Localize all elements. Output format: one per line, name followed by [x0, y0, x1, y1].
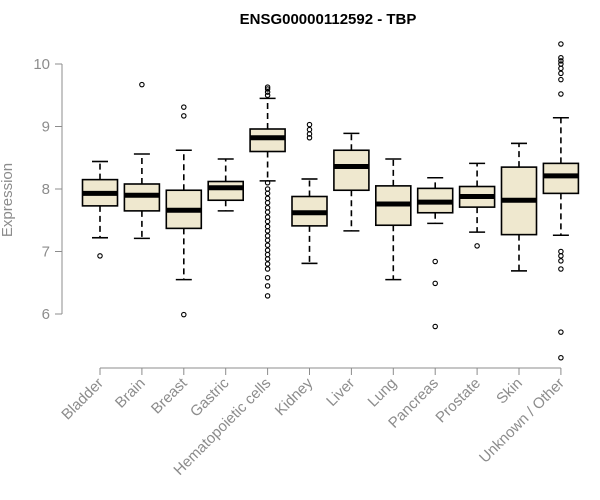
outlier-point: [97, 253, 103, 259]
x-tick-label: Liver: [323, 375, 358, 410]
box-group: [542, 41, 580, 361]
outlier-point: [264, 84, 271, 90]
outlier-point: [264, 293, 271, 299]
outlier-point: [558, 41, 564, 47]
plot-area: [81, 41, 580, 361]
box-group: [291, 121, 328, 265]
outlier-point: [264, 261, 271, 267]
outlier-point: [264, 256, 271, 262]
outlier-point: [181, 104, 187, 110]
outlier-point: [264, 180, 271, 186]
outlier-point: [264, 218, 271, 225]
y-axis-label: Expression: [0, 163, 16, 237]
outlier-point: [432, 323, 438, 330]
box-group: [416, 176, 454, 330]
box-group: [500, 142, 538, 272]
x-tick-label: Lung: [365, 375, 401, 411]
outlier-point: [558, 58, 564, 64]
outlier-point: [432, 258, 438, 265]
outlier-point: [558, 354, 564, 361]
outlier-point: [264, 228, 271, 234]
box-iqr: [333, 149, 370, 192]
box-group: [249, 84, 286, 299]
outlier-point: [306, 135, 313, 141]
outlier-point: [264, 186, 271, 192]
outlier-point: [264, 223, 271, 230]
outlier-point: [432, 280, 438, 287]
outlier-point: [558, 65, 564, 72]
outlier-point: [139, 81, 145, 88]
box-group: [333, 132, 370, 232]
x-tick-label: Skin: [493, 375, 526, 408]
outlier-point: [264, 92, 271, 99]
outlier-point: [558, 61, 564, 67]
outlier-point: [264, 195, 271, 202]
x-tick-label: Prostate: [432, 375, 484, 427]
outlier-point: [264, 214, 271, 220]
outlier-point: [264, 247, 271, 254]
outlier-point: [264, 209, 271, 215]
outlier-point: [558, 91, 564, 97]
outlier-point: [181, 311, 187, 318]
outlier-point: [264, 251, 271, 258]
outlier-point: [558, 266, 564, 272]
outlier-point: [264, 266, 271, 272]
outlier-point: [306, 126, 313, 133]
outlier-point: [181, 113, 187, 119]
y-tick-label: 6: [42, 306, 50, 323]
outlier-point: [264, 86, 271, 92]
outlier-point: [264, 205, 271, 211]
y-tick-label: 7: [42, 244, 50, 261]
outlier-point: [558, 76, 564, 83]
box-group: [165, 104, 203, 318]
outlier-point: [558, 253, 564, 259]
box-group: [374, 158, 412, 281]
x-tick-label: Breast: [148, 374, 191, 417]
outlier-point: [558, 54, 564, 61]
outlier-point: [264, 283, 271, 289]
outlier-point: [558, 70, 564, 77]
box-group: [81, 160, 119, 259]
outlier-point: [306, 121, 313, 128]
outlier-point: [474, 243, 480, 249]
outlier-point: [264, 200, 271, 206]
box-group: [123, 81, 161, 240]
x-tick-label: Kidney: [272, 374, 317, 419]
y-tick-label: 8: [42, 181, 50, 198]
chart-title: ENSG00000112592 - TBP: [240, 11, 417, 28]
outlier-point: [264, 190, 271, 197]
y-tick-label: 9: [42, 119, 50, 136]
x-tick-label: Bladder: [58, 375, 107, 424]
x-tick-label: Brain: [112, 375, 149, 412]
outlier-point: [558, 258, 564, 264]
outlier-point: [558, 329, 564, 335]
box-group: [458, 162, 496, 249]
outlier-point: [264, 233, 271, 239]
outlier-point: [558, 248, 564, 255]
outlier-point: [264, 274, 271, 281]
y-tick-label: 10: [33, 56, 50, 73]
outlier-point: [264, 237, 271, 244]
box-iqr: [207, 180, 244, 202]
outlier-point: [264, 89, 271, 95]
box-group: [207, 158, 244, 212]
outlier-point: [264, 242, 271, 249]
